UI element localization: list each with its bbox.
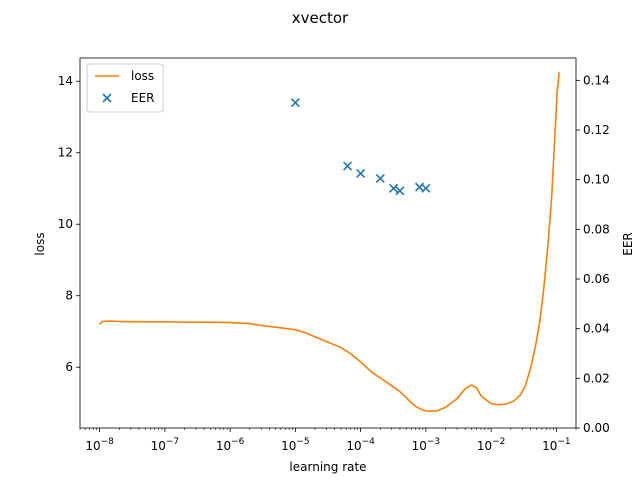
eer-point: [375, 173, 385, 184]
legend-marker-eer: [102, 93, 112, 103]
eer-point: [395, 186, 405, 196]
y-tick-label-right: 0.06: [583, 272, 610, 286]
legend: loss EER: [86, 63, 164, 113]
eer-marker-stroke: [389, 183, 399, 193]
y-tick-label-right: 0.02: [583, 371, 610, 385]
eer-marker-stroke: [290, 98, 300, 108]
eer-marker-stroke: [421, 183, 431, 193]
y-tick-label-right: 0.10: [583, 173, 610, 187]
legend-label-loss: loss: [131, 69, 154, 83]
y-tick-label-right: 0.12: [583, 123, 610, 137]
eer-marker-stroke: [356, 168, 366, 179]
axes: 10−8 10−7 10−6 10−5 10−4 10−3 10−2 10−1 6 8 10 12 14…: [58, 57, 610, 453]
y-tick-label-left: 10: [58, 217, 73, 231]
y-tick-label-left: 8: [65, 289, 73, 303]
x-tick-label: 10−3: [412, 437, 441, 453]
y-axis-label-right: EER: [621, 232, 635, 256]
y-tick-label-right: 0.08: [583, 222, 610, 236]
eer-point: [290, 98, 300, 108]
eer-point: [356, 168, 366, 179]
y-tick-label-left: 14: [58, 74, 73, 88]
eer-marker-stroke: [342, 161, 353, 171]
y-tick-label-left: 6: [65, 360, 73, 374]
eer-marker-stroke: [102, 93, 112, 103]
eer-point: [421, 183, 431, 193]
legend-swatch-eer: [102, 93, 112, 103]
x-tick-label: 10−8: [85, 437, 114, 453]
eer-point: [342, 161, 353, 171]
y-tick-label-left: 12: [58, 146, 73, 160]
y-tick-label-right: 0.14: [583, 73, 610, 87]
y-axis-label-left: loss: [33, 232, 47, 255]
y-tick-label-right: 0.04: [583, 322, 610, 336]
eer-marker-stroke: [375, 173, 385, 184]
x-tick-label: 10−7: [151, 437, 180, 453]
x-tick-label: 10−1: [542, 437, 571, 453]
chart-title: xvector: [292, 9, 349, 27]
eer-point: [389, 183, 399, 193]
axes-frame: [79, 57, 577, 429]
legend-label-eer: EER: [131, 91, 155, 105]
y-tick-label-right: 0.00: [583, 421, 610, 435]
plot-area: [99, 72, 560, 412]
x-tick-label: 10−6: [216, 437, 245, 453]
x-axis-label: learning rate: [289, 460, 366, 474]
x-tick-label: 10−4: [346, 437, 375, 453]
x-tick-label: 10−5: [281, 437, 310, 453]
eer-marker-stroke: [395, 186, 405, 196]
series-line-loss: [99, 72, 560, 412]
x-tick-label: 10−2: [477, 437, 506, 453]
